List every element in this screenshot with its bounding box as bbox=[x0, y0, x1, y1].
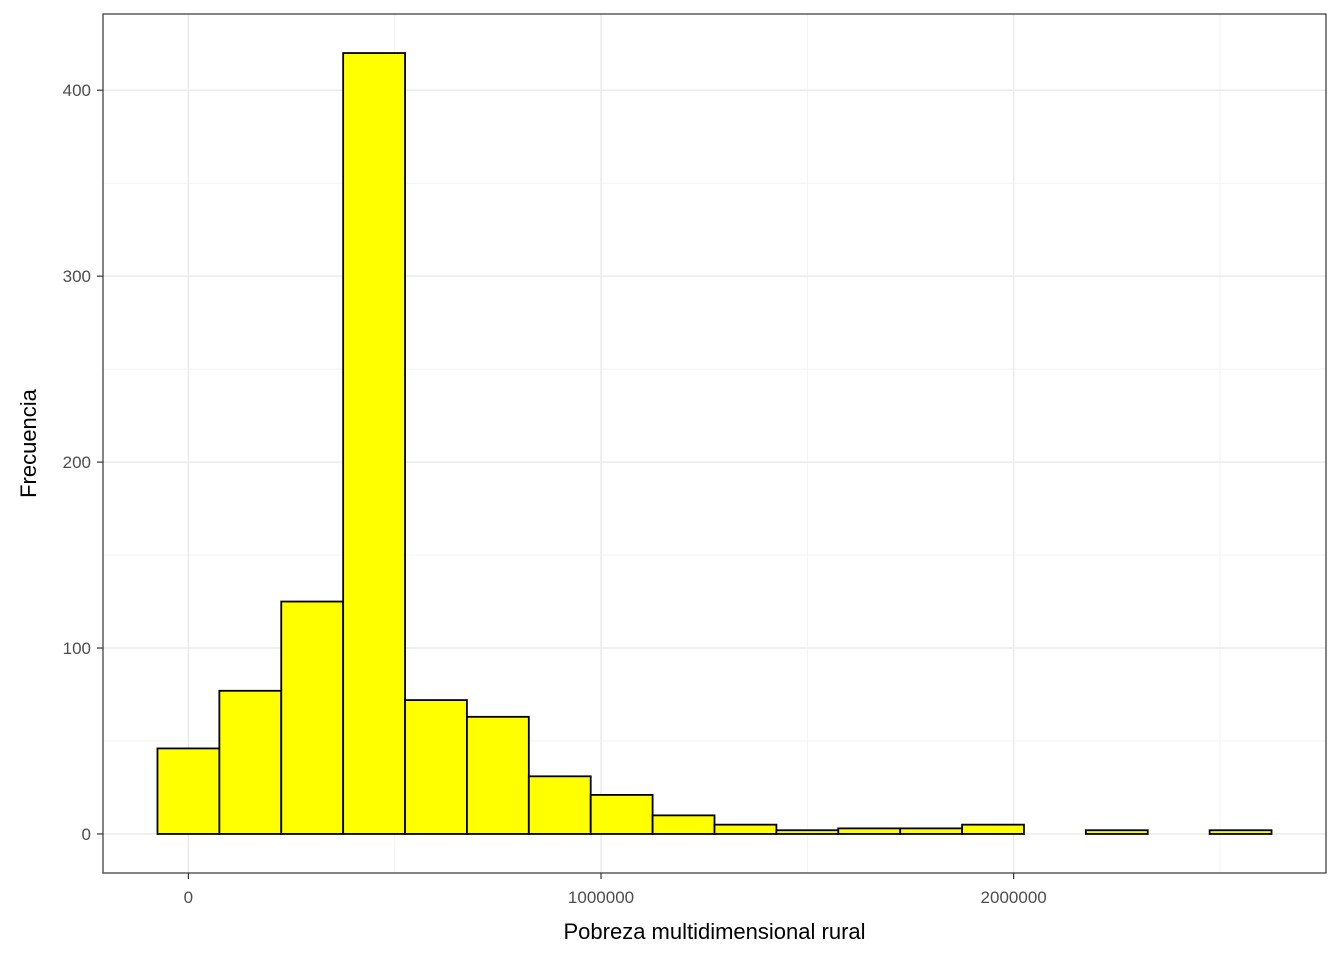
histogram-bar-18 bbox=[1208, 829, 1273, 835]
histogram-bar-12 bbox=[837, 827, 902, 835]
panel-border bbox=[102, 13, 1327, 874]
histogram-bar-13 bbox=[899, 827, 963, 835]
y-axis-title: Frecuencia bbox=[16, 388, 41, 498]
ticks-layer: 0 100 200 300 400 0 1000000 2000000 bbox=[63, 81, 1047, 907]
histogram-bar-5 bbox=[404, 699, 468, 835]
y-tick-label: 400 bbox=[63, 81, 91, 100]
histogram-bar-8 bbox=[589, 794, 654, 835]
histogram-bar-9 bbox=[651, 814, 716, 835]
bars-layer bbox=[156, 52, 1273, 835]
histogram-bar-7 bbox=[527, 775, 592, 835]
x-tick-label: 0 bbox=[184, 888, 193, 907]
histogram-bar-16 bbox=[1084, 829, 1149, 835]
x-axis-title: Pobreza multidimensional rural bbox=[563, 919, 865, 944]
histogram-bar-3 bbox=[280, 600, 345, 835]
histogram-bar-10 bbox=[713, 823, 778, 835]
y-tick-label: 300 bbox=[63, 267, 91, 286]
histogram-bar-2 bbox=[218, 689, 283, 835]
histogram-bar-6 bbox=[466, 715, 530, 835]
x-tick-label: 2000000 bbox=[981, 888, 1047, 907]
y-tick-label: 200 bbox=[63, 453, 91, 472]
histogram-bar-1 bbox=[156, 747, 221, 835]
x-tick-label: 1000000 bbox=[568, 888, 634, 907]
histogram-bar-14 bbox=[961, 823, 1025, 835]
histogram-bar-11 bbox=[775, 829, 840, 835]
y-tick-label: 100 bbox=[63, 639, 91, 658]
histogram-bar-4 bbox=[342, 52, 406, 835]
y-tick-label: 0 bbox=[82, 825, 91, 844]
